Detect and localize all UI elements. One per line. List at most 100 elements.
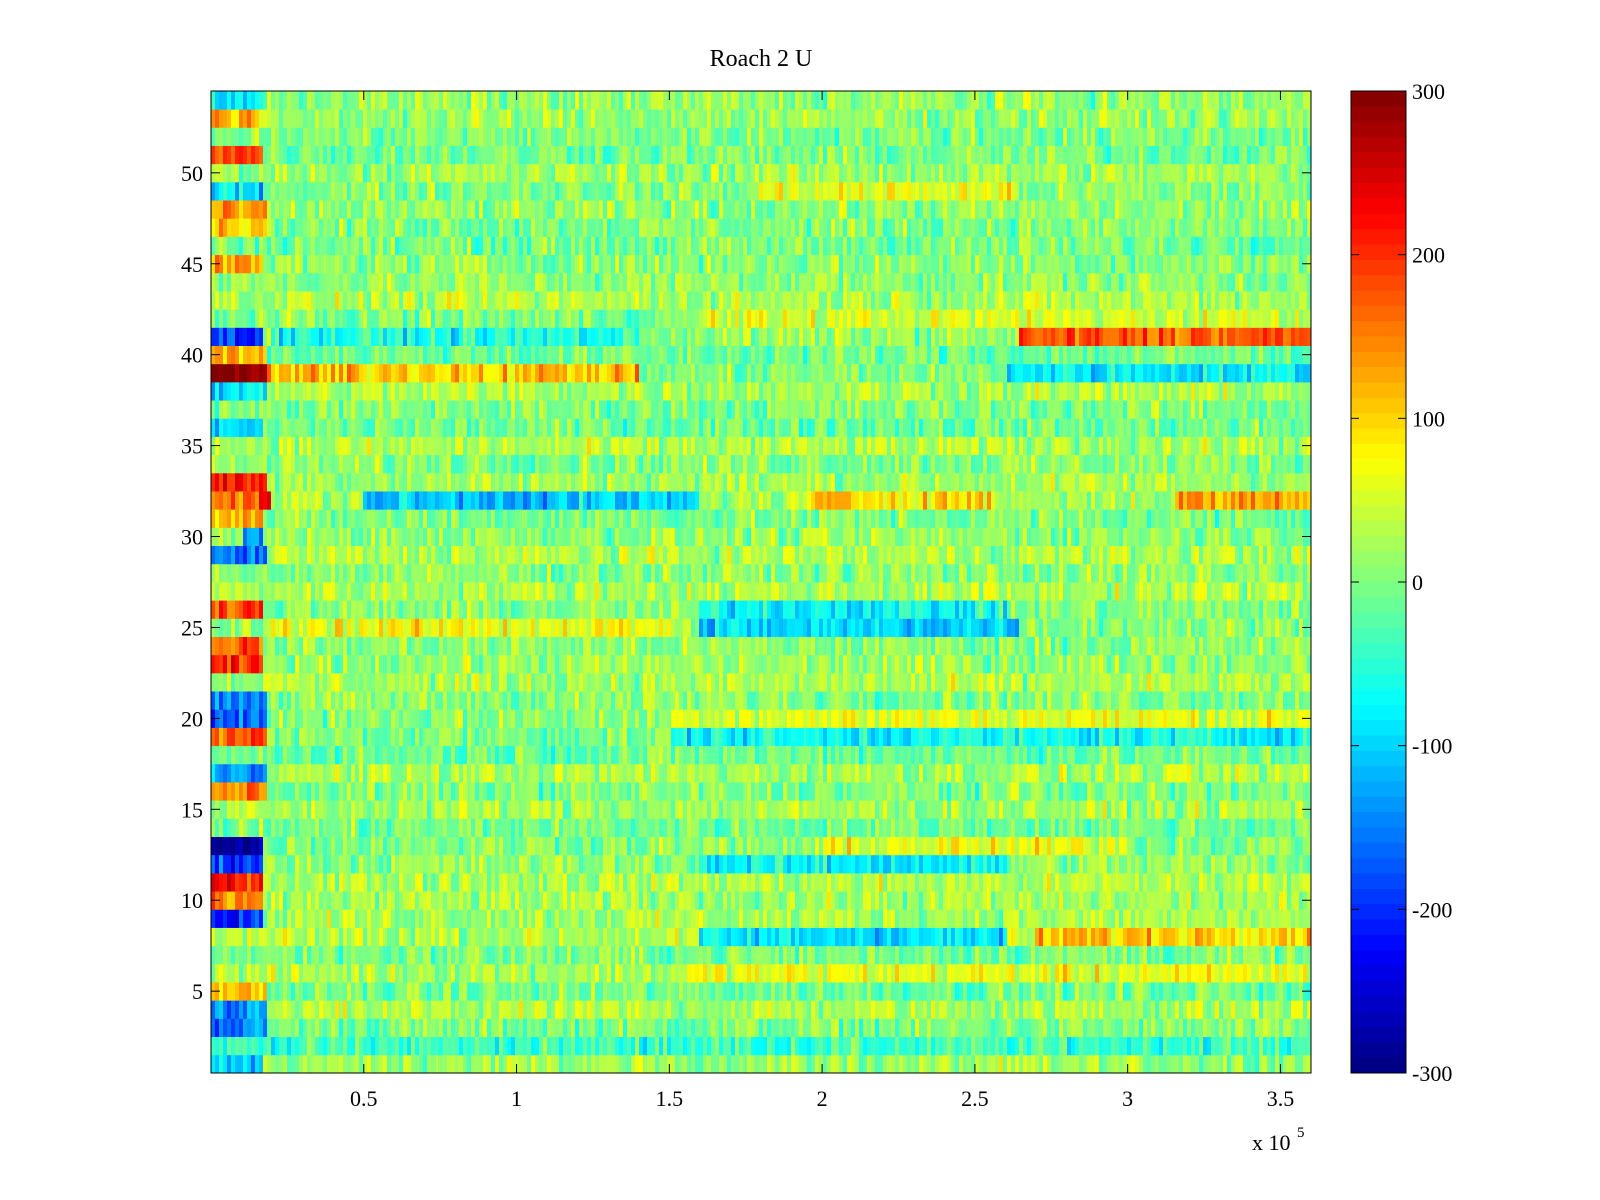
heatmap-cell	[679, 782, 683, 801]
heatmap-cell	[551, 1036, 555, 1056]
heatmap-cell	[715, 800, 719, 819]
heatmap-cell	[1203, 782, 1207, 801]
heatmap-cell	[311, 818, 315, 837]
heatmap-cell	[1271, 782, 1275, 801]
heatmap-cell	[1087, 945, 1091, 965]
heatmap-cell	[1123, 745, 1127, 765]
heatmap-cell	[535, 909, 539, 928]
heatmap-cell	[1291, 945, 1295, 965]
heatmap-cell	[655, 818, 659, 837]
heatmap-cell	[1223, 745, 1227, 765]
heatmap-cell	[803, 782, 807, 801]
heatmap-cell	[391, 782, 395, 801]
heatmap-cell	[1271, 1054, 1275, 1074]
heatmap-cell	[247, 1018, 251, 1038]
heatmap-cell	[371, 745, 375, 765]
heatmap-cell	[515, 745, 519, 765]
heatmap-cell	[879, 945, 883, 965]
heatmap-cell	[1203, 854, 1207, 874]
heatmap-cell	[911, 782, 915, 801]
heatmap-cell	[271, 891, 275, 910]
heatmap-cell	[607, 854, 611, 874]
heatmap-cell	[979, 1036, 983, 1056]
heatmap-cell	[643, 745, 647, 765]
heatmap-cell	[507, 836, 511, 856]
heatmap-cell	[431, 982, 435, 1001]
heatmap-cell	[1103, 854, 1107, 874]
heatmap-cell	[655, 945, 659, 965]
heatmap-cell	[523, 854, 527, 874]
heatmap-cell	[551, 945, 555, 965]
heatmap-cell	[1187, 763, 1191, 783]
heatmap-cell	[439, 982, 443, 1001]
heatmap-cell	[1015, 1018, 1019, 1038]
heatmap-cell	[263, 909, 267, 928]
heatmap-cell	[547, 963, 551, 983]
heatmap-cell	[239, 945, 243, 965]
heatmap-cell	[919, 891, 923, 910]
heatmap-cell	[827, 927, 831, 947]
heatmap-cell	[1303, 854, 1307, 874]
heatmap-cell	[1191, 1054, 1195, 1074]
heatmap-cell	[1011, 800, 1015, 819]
heatmap-cell	[451, 836, 455, 856]
heatmap-cell	[455, 909, 459, 928]
heatmap-cell	[1187, 1018, 1191, 1038]
heatmap-cell	[1119, 982, 1123, 1001]
heatmap-cell	[1075, 1000, 1079, 1019]
heatmap-cell	[999, 891, 1003, 910]
heatmap-cell	[643, 872, 647, 892]
heatmap-cell	[527, 872, 531, 892]
heatmap-cell	[639, 872, 643, 892]
heatmap-cell	[1283, 982, 1287, 1001]
heatmap-cell	[359, 727, 363, 747]
heatmap-cell	[1239, 800, 1243, 819]
heatmap-cell	[683, 745, 687, 765]
heatmap-cell	[531, 945, 535, 965]
heatmap-cell	[667, 982, 671, 1001]
heatmap-cell	[1059, 745, 1063, 765]
heatmap-cell	[303, 782, 307, 801]
heatmap-cell	[355, 818, 359, 837]
heatmap-cell	[339, 1054, 343, 1074]
heatmap-cell	[699, 854, 703, 874]
heatmap-cell	[1247, 1000, 1251, 1019]
heatmap-cell	[747, 818, 751, 837]
heatmap-cell	[379, 727, 383, 747]
heatmap-cell	[1143, 763, 1147, 783]
heatmap-cell	[1171, 1036, 1175, 1056]
heatmap-cell	[527, 891, 531, 910]
heatmap-cell	[683, 763, 687, 783]
heatmap-cell	[1151, 1054, 1155, 1074]
heatmap-cell	[299, 1036, 303, 1056]
heatmap-cell	[1179, 909, 1183, 928]
heatmap-cell	[1115, 1054, 1119, 1074]
heatmap-cell	[1155, 745, 1159, 765]
heatmap-cell	[887, 818, 891, 837]
heatmap-cell	[663, 782, 667, 801]
heatmap-cell	[315, 963, 319, 983]
heatmap-cell	[1103, 891, 1107, 910]
heatmap-cell	[275, 745, 279, 765]
heatmap-cell	[567, 745, 571, 765]
heatmap-cell	[803, 1018, 807, 1038]
heatmap-cell	[899, 818, 903, 837]
heatmap-cell	[387, 818, 391, 837]
heatmap-cell	[739, 891, 743, 910]
heatmap-cell	[259, 727, 263, 747]
heatmap-cell	[611, 818, 615, 837]
heatmap-cell	[503, 763, 507, 783]
heatmap-cell	[1275, 818, 1279, 837]
heatmap-cell	[919, 927, 923, 947]
heatmap-cell	[1059, 891, 1063, 910]
heatmap-cell	[631, 909, 635, 928]
heatmap-cell	[335, 782, 339, 801]
heatmap-cell	[783, 872, 787, 892]
heatmap-cell	[911, 1054, 915, 1074]
heatmap-cell	[763, 745, 767, 765]
heatmap-cell	[359, 891, 363, 910]
heatmap-cell	[1063, 963, 1067, 983]
heatmap-cell	[1019, 836, 1023, 856]
heatmap-cell	[1203, 818, 1207, 837]
heatmap-cell	[219, 927, 223, 947]
